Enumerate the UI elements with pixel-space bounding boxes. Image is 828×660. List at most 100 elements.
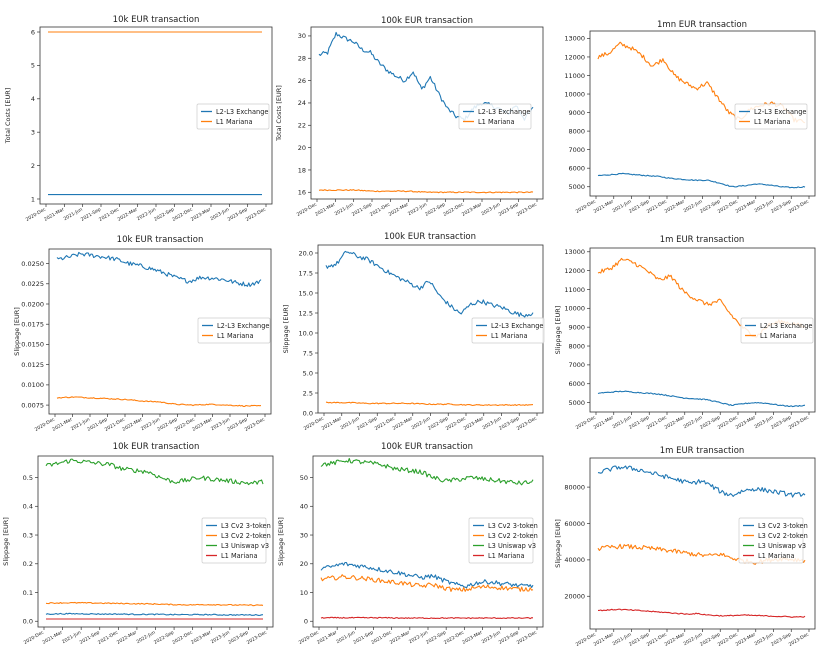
series-line [320, 561, 534, 589]
y-tick-label: 15.0 [299, 289, 313, 297]
legend-label: L2-L3 Exchange [217, 322, 269, 330]
x-tick-label: 2021-Mar [593, 198, 615, 214]
y-tick-label: 10.0 [299, 329, 313, 337]
series-line [45, 458, 264, 486]
chart-title: 100k EUR transaction [381, 442, 473, 452]
legend-box [734, 103, 808, 130]
y-axis-label: Total Costs [EUR] [4, 88, 12, 145]
y-axis-label: Slippage [EUR] [554, 519, 562, 568]
y-tick-label: 2 [31, 162, 35, 170]
y-tick-label: 0.3 [23, 531, 33, 539]
y-tick-label: 12.5 [299, 309, 313, 317]
chart-p33: 1m EUR transaction 20000 40000 60000 80000 Sl… [554, 446, 816, 648]
x-tick-label: 2021-Dec [97, 629, 120, 646]
y-tick-label: 5 [31, 62, 35, 70]
y-tick-label: 50 [300, 474, 308, 482]
y-tick-label: 11000 [564, 286, 585, 294]
y-tick-label: 0.0100 [21, 381, 44, 389]
y-tick-label: 40 [300, 503, 308, 511]
y-tick-label: 28 [298, 55, 306, 63]
chart-title: 1mn EUR transaction [657, 20, 747, 30]
legend-label: L1 Mariana [758, 552, 795, 560]
y-tick-label: 4 [31, 95, 35, 103]
legend-label: L1 Mariana [221, 552, 258, 560]
series-line [320, 457, 534, 486]
legend-label: L1 Mariana [491, 332, 528, 340]
chart-p22: 100k EUR transaction 0.0 2.5 5.0 7.5 10.0 12.5… [282, 232, 545, 432]
y-tick-label: 13000 [564, 35, 585, 43]
chart-title: 1m EUR transaction [660, 446, 745, 456]
y-axis-label: Total Costs [EUR] [275, 85, 283, 142]
y-tick-label: 10 [300, 589, 308, 597]
chart-p12: 100k EUR transaction 16 18 20 22 24 26 28 30 Tota… [275, 16, 544, 218]
y-tick-label: 5000 [568, 399, 585, 407]
x-tick-label: 2023-Mar [735, 414, 757, 430]
legend-label: L3 Cv2 3-token [221, 522, 271, 530]
x-tick-label: 2023-Mar [191, 416, 213, 432]
series-line [56, 396, 262, 407]
y-tick-label: 0.0 [23, 618, 33, 626]
y-tick-label: 0.0075 [21, 401, 44, 409]
chart-p13: 1mn EUR transaction 5000 6000 7000 8000 9000 1… [564, 20, 816, 215]
y-tick-label: 11000 [564, 72, 585, 80]
y-axis-label: Slippage [EUR] [13, 307, 21, 356]
y-tick-label: 12000 [564, 53, 585, 61]
y-tick-label: 0.0225 [21, 280, 44, 288]
y-tick-label: 80000 [564, 483, 585, 491]
legend-box [458, 103, 532, 130]
y-tick-label: 0.0 [303, 409, 313, 417]
x-tick-label: 2023-Dec [516, 415, 539, 432]
legend-label: L3 Cv2 3-token [488, 522, 538, 530]
x-tick-label: 2021-Mar [43, 206, 65, 222]
y-tick-label: 0.2 [23, 560, 33, 568]
chart-title: 10k EUR transaction [113, 15, 200, 25]
x-tick-label: 2023-Dec [516, 201, 539, 218]
legend-label: L3 Cv2 2-token [758, 532, 808, 540]
x-tick-label: 2023-Dec [245, 206, 268, 223]
legend-label: L3 Cv2 2-token [488, 532, 538, 540]
series-line [45, 612, 264, 616]
x-tick-label: 2023-Dec [246, 629, 269, 646]
x-tick-label: 2022-Mar [664, 198, 686, 214]
chart-title: 10k EUR transaction [113, 442, 200, 452]
y-tick-label: 6000 [568, 380, 585, 388]
x-tick-label: 2023-Mar [190, 629, 212, 645]
chart-p21: 10k EUR transaction 0.0075 0.0100 0.0125 0.0… [13, 235, 272, 433]
y-tick-label: 18 [298, 166, 306, 174]
y-tick-label: 17.5 [299, 269, 313, 277]
series-line [45, 601, 264, 607]
legend-label: L2-L3 Exchange [754, 108, 806, 116]
y-tick-label: 24 [298, 99, 306, 107]
legend-box [740, 317, 814, 344]
x-tick-label: 2023-Mar [461, 629, 483, 645]
x-tick-label: 2023-Dec [516, 629, 539, 646]
x-tick-label: 2020-Dec [23, 629, 46, 646]
x-tick-label: 2021-Mar [316, 629, 338, 645]
x-tick-label: 2022-Mar [117, 206, 139, 222]
legend-box [197, 317, 271, 344]
y-tick-label: 6000 [568, 164, 585, 172]
series-line [597, 390, 806, 408]
legend-box [201, 517, 267, 564]
x-tick-label: 2023-Dec [788, 631, 811, 648]
series-line [597, 465, 806, 498]
y-tick-label: 3 [31, 128, 35, 136]
x-tick-label: 2021-Mar [593, 631, 615, 647]
legend-label: L1 Mariana [478, 118, 515, 126]
y-tick-label: 0.4 [23, 503, 33, 511]
y-tick-label: 8000 [568, 127, 585, 135]
y-tick-label: 10000 [564, 305, 585, 313]
legend-label: L1 Mariana [488, 552, 525, 560]
y-axis-label: Slippage [EUR] [277, 517, 285, 566]
y-tick-label: 5000 [568, 183, 585, 191]
series-line [320, 616, 534, 620]
y-tick-label: 20000 [564, 593, 585, 601]
y-tick-label: 8000 [568, 342, 585, 350]
y-tick-label: 16 [298, 189, 306, 197]
legend-label: L3 Uniswap v3 [758, 542, 806, 550]
x-tick-label: 2023-Mar [463, 415, 485, 431]
y-tick-label: 9000 [568, 109, 585, 117]
y-tick-label: 9000 [568, 323, 585, 331]
x-tick-label: 2022-Mar [388, 201, 410, 217]
legend-box [468, 517, 534, 564]
